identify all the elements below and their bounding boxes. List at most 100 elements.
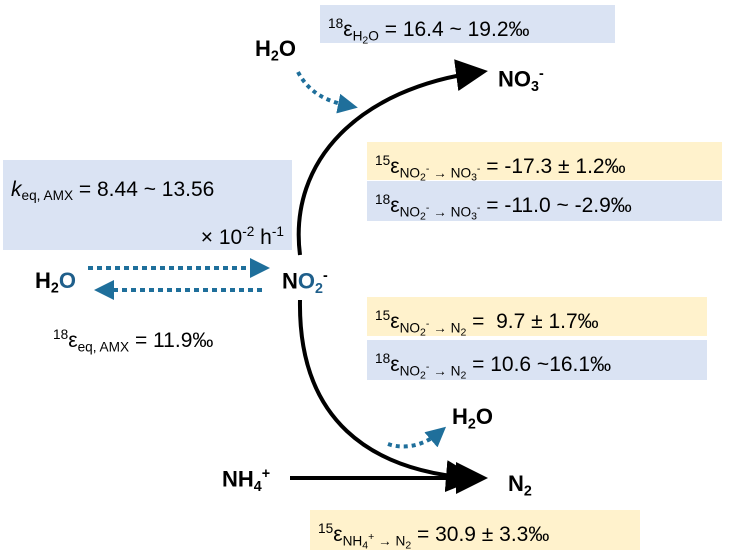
text-part: 3: [471, 171, 477, 184]
text-part: 15: [318, 521, 334, 536]
text-part: NH: [342, 533, 363, 549]
molecule: N2: [508, 471, 532, 499]
text-part: → NO: [429, 165, 472, 181]
text-part: 15: [375, 153, 391, 168]
molecule: NO2-: [282, 268, 328, 297]
text-part: 2: [467, 416, 476, 433]
text-part: 4: [362, 539, 369, 552]
text-part: H: [35, 268, 51, 293]
label-box: 18εNO2- → N2 = 10.6 ~16.1‰: [367, 340, 707, 382]
text-part: -: [476, 202, 481, 215]
text-part: 2: [420, 210, 426, 223]
label-box: 18εH2O = 16.4 ~ 19.2‰: [320, 5, 615, 47]
text-part: -2: [242, 224, 255, 240]
label-box: 18εNO2- → NO3- = -11.0 ~ -2.9‰: [367, 181, 722, 223]
text-part: +: [261, 466, 271, 482]
label-line: keq, AMX = 8.44 ~ 13.56: [11, 172, 284, 214]
arrow-h2o-top: [296, 71, 358, 114]
text-part: N: [282, 268, 298, 294]
text-part: → NO: [429, 204, 472, 220]
label-line: 15εNO2- → NO3- = -17.3 ± 1.2‰: [375, 146, 714, 193]
text-part: 18: [375, 351, 391, 366]
text-part: NO: [399, 204, 421, 220]
text-part: O: [58, 268, 76, 293]
text-part: 3: [471, 210, 477, 223]
molecule: H2O: [255, 36, 296, 64]
label-line: 18εNO2- → N2 = 10.6 ~16.1‰: [375, 344, 699, 391]
text-part: NO: [498, 66, 531, 92]
text-part: = 30.9 ± 3.3‰: [411, 523, 550, 547]
text-part: = 10.6 ~16.1‰: [466, 353, 612, 377]
label-box: 15εNH4+ → N2 = 30.9 ± 3.3‰: [310, 510, 640, 552]
text-part: -: [476, 163, 481, 176]
text-part: → N: [429, 363, 461, 379]
text-part: = 9.7 ± 1.7‰: [466, 310, 599, 334]
text-part: = -17.3 ± 1.2‰: [480, 155, 626, 179]
text-part: H: [352, 28, 363, 44]
text-part: -: [322, 268, 328, 284]
text-part: ε: [390, 310, 400, 334]
text-part: 18: [53, 327, 69, 342]
text-part: N: [508, 471, 524, 496]
label-box: 18εeq, AMX = 11.9‰: [45, 316, 295, 356]
text-part: ε: [68, 329, 78, 353]
text-part: 2: [523, 483, 532, 500]
text-part: O: [297, 268, 316, 294]
text-part: 18: [328, 16, 344, 31]
label-line: 18εNO2- → NO3- = -11.0 ~ -2.9‰: [375, 185, 714, 232]
label-line: 15εNO2- → N2 = 9.7 ± 1.7‰: [375, 301, 699, 348]
arrow-h2o-bottom: [387, 426, 447, 449]
text-part: → N: [374, 533, 406, 549]
text-part: eq, AMX: [77, 339, 130, 355]
label-box: 15εNO2- → N2 = 9.7 ± 1.7‰: [367, 297, 707, 339]
text-part: 15: [375, 308, 391, 323]
label-line: 18εH2O = 16.4 ~ 19.2‰: [328, 9, 607, 56]
text-part: 2: [460, 326, 467, 339]
arrow-no2-n2: [297, 299, 478, 493]
text-part: 18: [375, 192, 391, 207]
text-part: h: [254, 226, 272, 250]
text-part: ε: [333, 523, 343, 547]
text-part: NO: [399, 165, 421, 181]
text-part: H: [452, 404, 468, 429]
molecule: H2O: [452, 404, 493, 432]
text-part: 2: [420, 171, 426, 184]
molecule: NO3-: [498, 66, 544, 95]
text-part: -: [425, 163, 430, 176]
text-part: = 11.9‰: [129, 329, 214, 353]
text-part: 2: [270, 48, 279, 65]
text-part: -: [425, 318, 430, 331]
text-part: O: [278, 36, 296, 61]
text-part: 4: [253, 478, 262, 495]
text-part: = 8.44 ~ 13.56: [73, 178, 215, 201]
label-box: 15εNO2- → NO3- = -17.3 ± 1.2‰: [367, 142, 722, 184]
text-part: NH: [222, 466, 254, 492]
text-part: -1: [271, 224, 284, 240]
arrow-no2-no3: [296, 59, 488, 256]
text-part: -: [538, 66, 544, 82]
text-part: 2: [420, 369, 426, 382]
text-part: 2: [460, 369, 467, 382]
molecule: NH4+: [222, 466, 270, 495]
label-line: × 10-2 h-1: [11, 214, 284, 256]
text-part: -: [425, 202, 430, 215]
text-part: ε: [390, 155, 400, 179]
label-line: 15εNH4+ → N2 = 30.9 ± 3.3‰: [318, 514, 632, 555]
text-part: ε: [390, 194, 400, 218]
label-box: keq, AMX = 8.44 ~ 13.56 × 10-2 h-1: [3, 160, 292, 250]
text-part: O: [475, 404, 493, 429]
text-part: ε: [390, 353, 400, 377]
text-part: 2: [420, 326, 426, 339]
text-part: × 10: [200, 226, 243, 250]
text-part: O: [368, 28, 379, 44]
text-part: = 16.4 ~ 19.2‰: [378, 18, 530, 42]
text-part: -: [425, 361, 430, 374]
text-part: eq, AMX: [21, 188, 74, 204]
text-part: NO: [399, 363, 421, 379]
text-part: = -11.0 ~ -2.9‰: [480, 194, 632, 218]
text-part: ε: [343, 18, 353, 42]
label-line: 18εeq, AMX = 11.9‰: [53, 320, 287, 362]
text-part: 2: [50, 280, 59, 297]
